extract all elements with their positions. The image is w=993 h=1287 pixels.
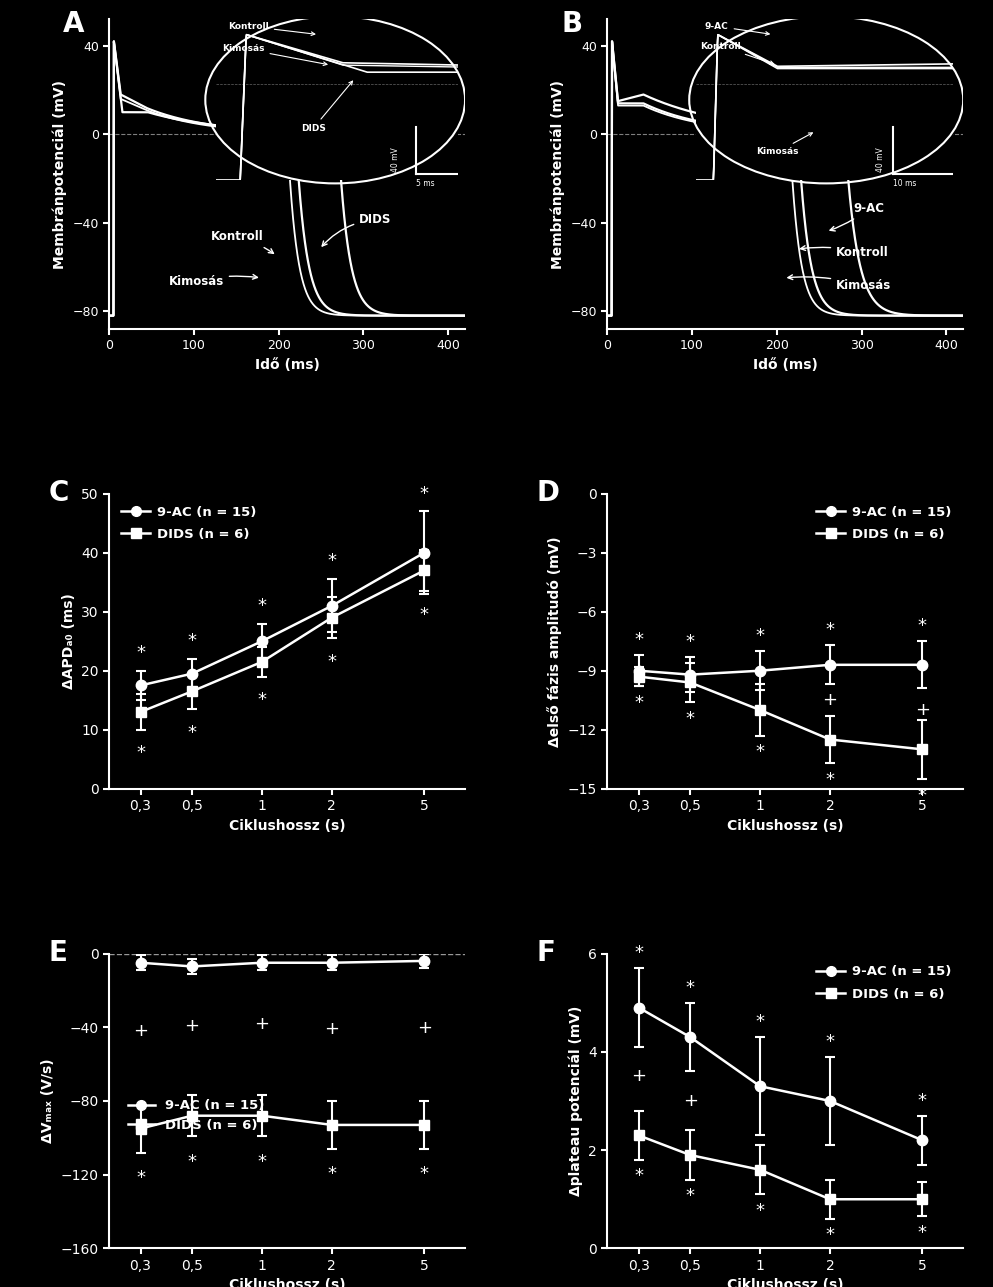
Text: *: *	[918, 786, 926, 804]
Text: +: +	[822, 691, 837, 709]
Text: *: *	[420, 1166, 429, 1184]
Legend: 9-AC (n = 15), DIDS (n = 6): 9-AC (n = 15), DIDS (n = 6)	[811, 960, 956, 1006]
Text: *: *	[685, 633, 695, 651]
Text: *: *	[825, 771, 834, 789]
Text: +: +	[632, 1067, 646, 1085]
Text: *: *	[635, 1167, 643, 1185]
X-axis label: Ciklushossz (s): Ciklushossz (s)	[727, 819, 844, 833]
Text: +: +	[185, 1017, 200, 1035]
Text: *: *	[136, 644, 145, 662]
Text: B: B	[561, 10, 582, 39]
Text: *: *	[328, 552, 337, 570]
Text: *: *	[756, 744, 765, 762]
Text: *: *	[918, 1224, 926, 1242]
Text: D: D	[536, 479, 559, 507]
Text: *: *	[136, 1169, 145, 1187]
Text: +: +	[254, 1015, 269, 1033]
X-axis label: Idő (ms): Idő (ms)	[255, 358, 320, 372]
Text: *: *	[756, 1202, 765, 1220]
Y-axis label: ΔVₘₐₓ (V/s): ΔVₘₐₓ (V/s)	[41, 1059, 56, 1143]
Text: *: *	[825, 622, 834, 640]
Y-axis label: Membránpotenciál (mV): Membránpotenciál (mV)	[53, 80, 67, 269]
Text: +: +	[417, 1019, 432, 1037]
Y-axis label: ΔAPDₐ₀ (ms): ΔAPDₐ₀ (ms)	[62, 593, 75, 689]
Text: *: *	[420, 485, 429, 503]
Text: *: *	[756, 1013, 765, 1031]
Text: *: *	[257, 691, 266, 709]
Text: *: *	[188, 1153, 197, 1171]
Legend: 9-AC (n = 15), DIDS (n = 6): 9-AC (n = 15), DIDS (n = 6)	[811, 501, 956, 546]
Text: *: *	[188, 723, 197, 741]
Text: *: *	[685, 1187, 695, 1205]
Text: *: *	[136, 744, 145, 762]
X-axis label: Ciklushossz (s): Ciklushossz (s)	[727, 1278, 844, 1287]
Text: 9-AC: 9-AC	[830, 202, 884, 230]
Text: *: *	[635, 945, 643, 963]
Text: +: +	[682, 1091, 698, 1109]
Text: *: *	[257, 1153, 266, 1171]
Text: *: *	[918, 618, 926, 636]
Text: *: *	[685, 979, 695, 996]
Legend: 9-AC (n = 15), DIDS (n = 6): 9-AC (n = 15), DIDS (n = 6)	[116, 501, 261, 546]
Text: E: E	[49, 938, 68, 967]
Text: +: +	[325, 1021, 340, 1039]
Text: *: *	[328, 1166, 337, 1184]
Text: *: *	[188, 632, 197, 650]
X-axis label: Idő (ms): Idő (ms)	[753, 358, 817, 372]
Legend: 9-AC (n = 15), DIDS (n = 6): 9-AC (n = 15), DIDS (n = 6)	[123, 1094, 270, 1138]
Y-axis label: Δelső fázis amplitudó (mV): Δelső fázis amplitudó (mV)	[547, 535, 562, 746]
Text: +: +	[915, 701, 929, 719]
Text: *: *	[328, 653, 337, 671]
Text: *: *	[635, 631, 643, 649]
Text: Kontroll: Kontroll	[800, 246, 889, 259]
Text: *: *	[635, 694, 643, 712]
Y-axis label: Δplateau potenciál (mV): Δplateau potenciál (mV)	[568, 1005, 583, 1196]
Text: DIDS: DIDS	[322, 212, 391, 246]
Text: *: *	[685, 710, 695, 728]
Text: *: *	[257, 597, 266, 615]
Text: Kimosás: Kimosás	[169, 274, 257, 288]
Text: *: *	[756, 627, 765, 645]
Text: A: A	[63, 10, 84, 39]
Text: C: C	[49, 479, 70, 507]
Text: Kontroll: Kontroll	[211, 230, 273, 254]
Text: +: +	[133, 1022, 148, 1040]
Text: *: *	[825, 1227, 834, 1245]
X-axis label: Ciklushossz (s): Ciklushossz (s)	[228, 1278, 346, 1287]
Text: *: *	[825, 1033, 834, 1050]
Text: Kimosás: Kimosás	[787, 275, 892, 292]
Text: F: F	[536, 938, 555, 967]
Text: *: *	[420, 606, 429, 624]
X-axis label: Ciklushossz (s): Ciklushossz (s)	[228, 819, 346, 833]
Text: *: *	[918, 1091, 926, 1109]
Y-axis label: Membránpotenciál (mV): Membránpotenciál (mV)	[550, 80, 565, 269]
